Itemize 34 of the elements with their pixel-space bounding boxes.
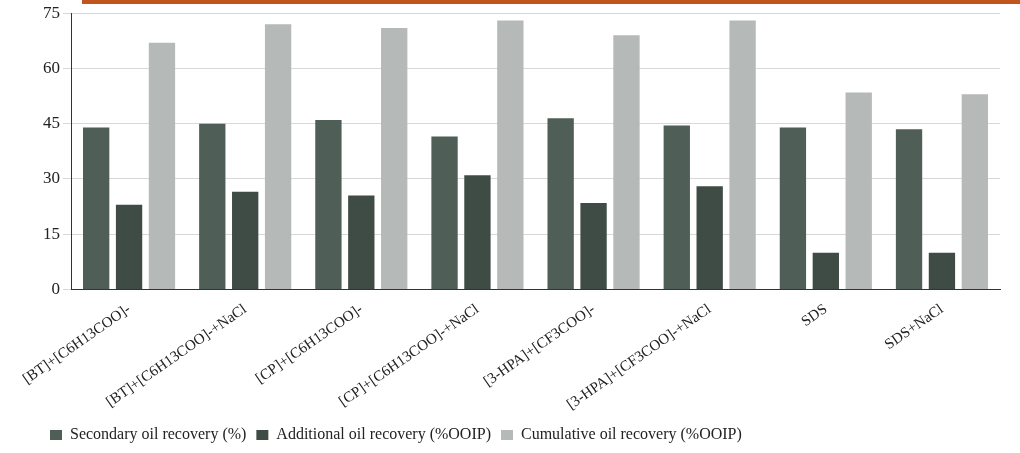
y-tick-label: 75 (43, 2, 60, 22)
legend-label: Cumulative oil recovery (%OOIP) (520, 425, 742, 444)
bar (83, 127, 110, 289)
y-tick-label: 0 (51, 278, 60, 298)
bar (729, 20, 756, 289)
bar (199, 123, 226, 289)
bar (613, 35, 640, 289)
bar (264, 24, 292, 289)
bar (115, 204, 143, 289)
bar (812, 252, 839, 289)
bar (431, 136, 458, 289)
y-tick-label: 30 (43, 168, 60, 188)
bar (779, 127, 807, 289)
legend-label: Secondary oil recovery (%) (70, 425, 247, 444)
bar (348, 195, 375, 289)
bar (845, 92, 872, 289)
bar (663, 125, 690, 289)
bar (464, 175, 491, 289)
bar (928, 252, 956, 289)
bar (381, 27, 408, 289)
bar (232, 191, 259, 289)
bar (547, 118, 574, 289)
bar (148, 42, 176, 289)
bar (895, 129, 923, 289)
y-tick-label: 45 (43, 113, 60, 133)
bar (315, 120, 342, 289)
y-tick-label: 15 (43, 223, 60, 243)
bar (580, 202, 607, 289)
y-tick-label: 60 (43, 57, 60, 77)
bar (696, 186, 723, 289)
bar (961, 94, 988, 289)
bar (497, 20, 524, 289)
x-tick-label: SDS (798, 300, 830, 330)
legend-label: Additional oil recovery (%OOIP) (276, 425, 491, 444)
